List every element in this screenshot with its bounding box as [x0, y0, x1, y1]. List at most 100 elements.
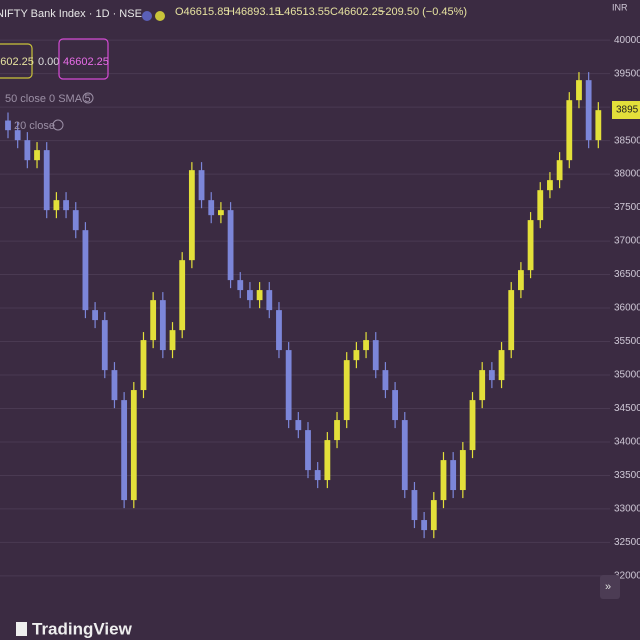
candle-body [305, 430, 311, 471]
indicator-2-visibility[interactable] [52, 119, 64, 131]
candle-body [276, 310, 282, 351]
candle-body [14, 130, 21, 141]
candle-body [72, 210, 79, 231]
y-tick-label: 37000 [614, 236, 640, 247]
scroll-icon: » [605, 581, 611, 593]
y-tick-label: 32500 [614, 537, 640, 548]
candle-body [401, 420, 408, 491]
candle-body [179, 260, 186, 331]
candle-body [421, 520, 428, 531]
candle-body [488, 370, 495, 381]
y-tick-label: 40000 [614, 35, 640, 46]
candle-body [227, 210, 234, 281]
candle-body [566, 100, 573, 161]
ohlc-open: O46615.85 [175, 6, 229, 18]
candle-body [43, 150, 50, 211]
y-tick-label: 38500 [614, 135, 640, 146]
candle-body [130, 390, 137, 501]
market-icon [155, 11, 165, 21]
brand-logo [16, 622, 27, 636]
y-tick-label: 36000 [614, 303, 640, 314]
candle-body [479, 370, 486, 401]
candles [5, 72, 602, 539]
candle-body [159, 300, 166, 351]
candle-body [440, 460, 447, 501]
candle-body [169, 330, 176, 351]
candle-body [459, 450, 466, 491]
candle-body [518, 270, 524, 291]
candle-body [382, 370, 389, 391]
y-tick-label: 38000 [614, 169, 640, 180]
candle-body [101, 320, 108, 371]
y-tick-label: 34500 [614, 403, 640, 414]
scroll-button[interactable] [600, 575, 620, 599]
candle-body [82, 230, 89, 311]
candle-body [92, 310, 98, 321]
symbol: NIFTY Bank Index · 1D · NSE [0, 8, 142, 20]
candle-body [188, 170, 195, 261]
currency: INR [612, 2, 628, 12]
y-tick-label: 33500 [614, 470, 640, 481]
ohlc-low: L46513.55 [278, 6, 330, 18]
candle-body [363, 340, 369, 351]
sell-price: 46602.25 [0, 56, 34, 68]
candle-body [111, 370, 118, 401]
candle-body [63, 200, 69, 211]
y-tick-label: 36500 [614, 269, 640, 280]
ohlc-close: C46602.25 [330, 6, 384, 18]
candle-body [556, 160, 563, 181]
candle-body [53, 200, 60, 211]
candle-body [295, 420, 302, 431]
candle-body [353, 350, 360, 361]
y-tick-label: 35000 [614, 370, 640, 381]
y-tick-label: 33000 [614, 504, 640, 515]
sell-button[interactable] [0, 43, 33, 79]
spread: 0.00 [38, 56, 59, 68]
candle-body [527, 220, 534, 271]
buy-button[interactable] [58, 38, 109, 80]
last-price-tag [612, 101, 640, 119]
candle-body [334, 420, 340, 441]
y-tick-label: 34000 [614, 437, 640, 448]
candle-body [324, 440, 331, 481]
ohlc-high: H46893.15 [227, 6, 281, 18]
candle-body [498, 350, 505, 381]
candle-body [450, 460, 457, 491]
indicator-visibility[interactable] [82, 92, 94, 104]
candle-body [547, 180, 553, 191]
brand: TradingView [32, 619, 133, 638]
y-tick-label: 32000 [614, 571, 640, 582]
indicator-2: 20 close [14, 120, 55, 132]
candle-body [24, 140, 31, 161]
candle-body [411, 490, 418, 521]
candle-body [595, 110, 602, 141]
y-tick-label: 35500 [614, 336, 640, 347]
candle-body [218, 210, 224, 216]
candle-body [5, 120, 11, 131]
candle-body [508, 290, 515, 351]
candle-body [469, 400, 476, 451]
candle-body [343, 360, 350, 421]
candle-body [537, 190, 544, 221]
candle-body [576, 80, 582, 101]
candle-body [285, 350, 292, 421]
candle-body [372, 340, 379, 371]
candle-body [198, 170, 205, 201]
candle-body [256, 290, 263, 301]
candle-body [585, 80, 592, 141]
candle-body [208, 200, 215, 216]
symbol-icon [142, 11, 152, 21]
candle-body [121, 400, 128, 501]
candle-body [237, 280, 244, 291]
y-tick-label: 39500 [614, 68, 640, 79]
last-price: 3895 [616, 105, 639, 116]
buy-price: 46602.25 [63, 56, 109, 68]
indicator-sma: 50 close 0 SMA 5 [5, 93, 91, 105]
candle-body [266, 290, 273, 311]
candle-body [430, 500, 437, 531]
candle-body [392, 390, 398, 421]
candle-body [140, 340, 147, 391]
y-tick-label: 37500 [614, 202, 640, 213]
